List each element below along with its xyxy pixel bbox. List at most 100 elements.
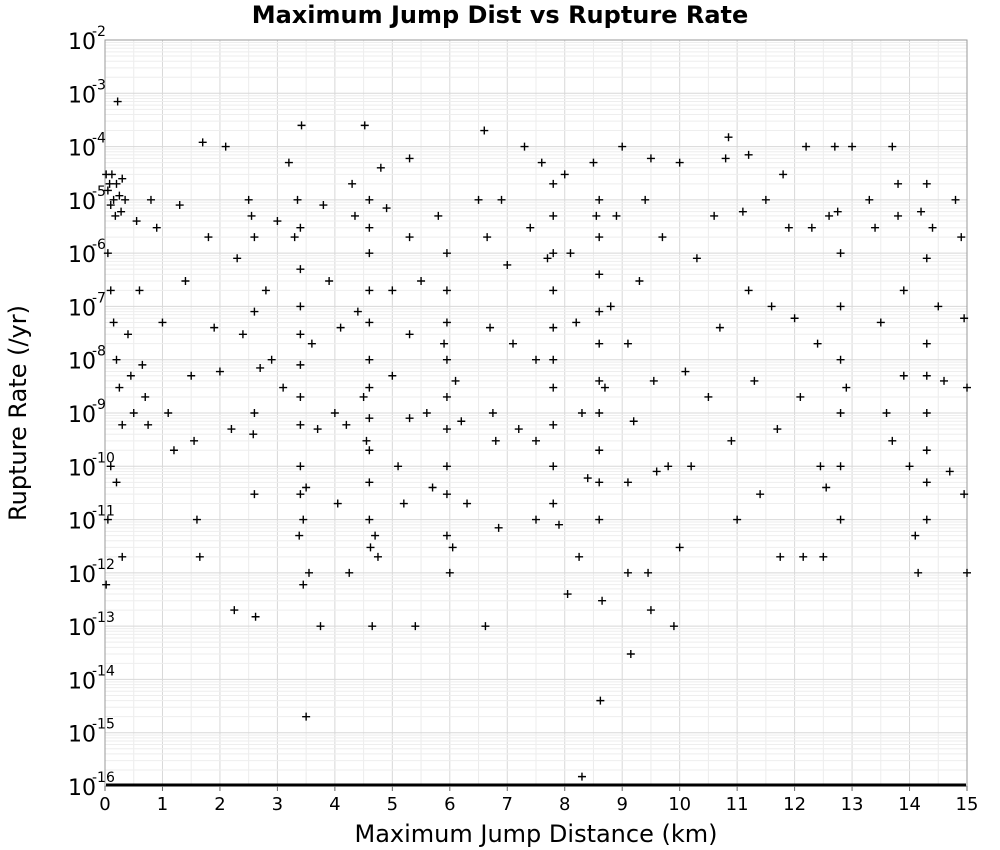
- scatter-point: [825, 211, 834, 220]
- scatter-point: [348, 179, 357, 188]
- scatter-point: [244, 195, 253, 204]
- scatter-point: [963, 568, 971, 577]
- scatter-point: [296, 330, 305, 339]
- scatter-point: [888, 436, 897, 445]
- scatter-point: [549, 420, 558, 429]
- scatter-point: [109, 318, 118, 327]
- scatter-point: [960, 314, 969, 323]
- y-tick-label-base: 10: [68, 137, 96, 162]
- scatter-point: [509, 339, 518, 348]
- scatter-point: [744, 150, 753, 159]
- x-tick-label: 7: [502, 794, 513, 815]
- scatter-point: [960, 490, 969, 499]
- scatter-point: [842, 383, 851, 392]
- scatter-point: [273, 217, 282, 226]
- x-tick-label: 4: [329, 794, 340, 815]
- scatter-point: [434, 211, 443, 220]
- scatter-point: [554, 520, 563, 529]
- scatter-point: [635, 277, 644, 286]
- scatter-point: [388, 371, 397, 380]
- x-tick-label: 5: [387, 794, 398, 815]
- scatter-point: [405, 414, 414, 423]
- scatter-point: [549, 355, 558, 364]
- scatter-point: [865, 195, 874, 204]
- scatter-point: [451, 376, 460, 385]
- scatter-point: [102, 580, 111, 589]
- scatter-point: [360, 121, 369, 130]
- scatter-point: [922, 446, 931, 455]
- scatter-point: [494, 523, 503, 532]
- scatter-point: [911, 531, 920, 540]
- scatter-point: [144, 420, 153, 429]
- scatter-point: [658, 233, 667, 242]
- scatter-point: [894, 211, 903, 220]
- x-tick-label: 13: [841, 794, 864, 815]
- y-tick-label-exponent: -6: [92, 237, 106, 253]
- scatter-point: [779, 170, 788, 179]
- y-tick-label-base: 10: [68, 510, 96, 535]
- scatter-point: [227, 425, 236, 434]
- scatter-point: [784, 223, 793, 232]
- x-tick-label: 8: [559, 794, 570, 815]
- scatter-point: [750, 376, 759, 385]
- scatter-point: [836, 515, 845, 524]
- scatter-point: [687, 462, 696, 471]
- scatter-point: [376, 163, 385, 172]
- x-tick-label: 12: [783, 794, 806, 815]
- scatter-point: [107, 170, 116, 179]
- x-tick-label: 0: [99, 794, 110, 815]
- scatter-point: [109, 195, 118, 204]
- scatter-point: [724, 133, 733, 142]
- scatter-point: [577, 409, 586, 417]
- scatter-point: [296, 360, 305, 369]
- scatter-point: [103, 249, 112, 258]
- scatter-point: [575, 552, 584, 561]
- y-tick-label-exponent: -7: [92, 290, 106, 306]
- scatter-point: [187, 371, 196, 380]
- scatter-point: [250, 307, 259, 316]
- scatter-point: [249, 430, 258, 439]
- scatter-point: [738, 207, 747, 216]
- scatter-point: [132, 217, 141, 226]
- scatter-point: [365, 478, 374, 487]
- chart-title: Maximum Jump Dist vs Rupture Rate: [252, 1, 749, 29]
- scatter-point: [221, 142, 230, 151]
- scatter-point: [299, 580, 308, 589]
- scatter-point: [917, 207, 926, 216]
- scatter-point: [577, 772, 586, 781]
- y-tick-label-base: 10: [68, 563, 96, 588]
- y-tick-label-base: 10: [68, 30, 96, 55]
- scatter-point: [297, 121, 306, 130]
- scatter-point: [957, 233, 966, 242]
- scatter-point: [251, 612, 260, 621]
- scatter-point: [442, 425, 451, 434]
- y-tick-label-exponent: -10: [92, 450, 115, 466]
- y-tick-label-base: 10: [68, 776, 96, 801]
- scatter-point: [572, 318, 581, 327]
- scatter-point: [922, 339, 931, 348]
- scatter-point: [345, 568, 354, 577]
- scatter-point: [417, 277, 426, 286]
- scatter-point: [112, 179, 121, 188]
- scatter-point: [836, 462, 845, 471]
- scatter-point: [293, 195, 302, 204]
- scatter-point: [532, 436, 540, 445]
- scatter-point: [296, 302, 305, 311]
- scatter-point: [296, 223, 305, 232]
- y-tick-label-exponent: -14: [92, 663, 115, 679]
- scatter-point: [549, 249, 558, 258]
- x-tick-label: 2: [214, 794, 225, 815]
- y-tick-label-exponent: -4: [92, 131, 106, 147]
- scatter-point: [121, 195, 130, 204]
- scatter-point: [595, 307, 604, 316]
- scatter-point: [623, 568, 632, 577]
- scatter-point: [113, 97, 122, 106]
- scatter-point: [629, 417, 638, 426]
- y-tick-label-base: 10: [68, 669, 96, 694]
- scatter-point: [359, 392, 368, 401]
- scatter-point: [641, 195, 650, 204]
- scatter-point: [761, 195, 770, 204]
- points-layer: [102, 97, 971, 787]
- ticks-layer: 0 1 2 3 4 5 6 7 8 9 10 11 12 13 14 1510-210-310-410-510…: [68, 24, 978, 815]
